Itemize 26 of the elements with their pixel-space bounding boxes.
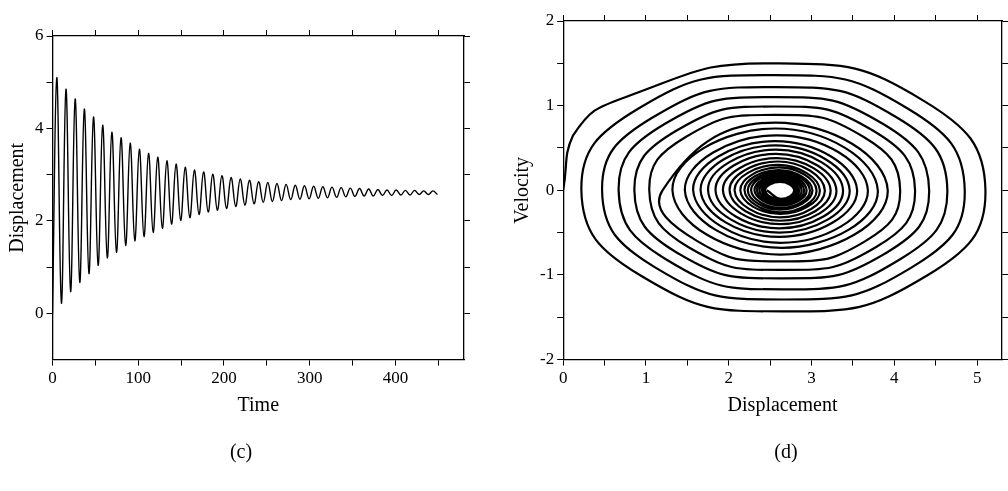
x-tick-label: 300 xyxy=(296,368,323,388)
y-axis-title: Velocity xyxy=(510,156,534,224)
x-tick-label: 1 xyxy=(641,368,651,388)
x-tick-label: 200 xyxy=(211,368,237,388)
x-tick-label: 2 xyxy=(724,368,734,388)
x-tick-label: 4 xyxy=(890,368,900,388)
x-tick-label: 400 xyxy=(382,368,409,388)
text: (c) xyxy=(228,440,254,463)
y-tick-label: 2 xyxy=(545,10,555,30)
y-tick-label: 1 xyxy=(545,95,555,115)
y-tick-label: 4 xyxy=(35,117,44,137)
y-tick-label: 0 xyxy=(545,179,555,199)
text: (d) xyxy=(773,440,799,463)
y-tick-label: 2 xyxy=(35,210,44,230)
y-axis-title: Displacement xyxy=(5,142,29,253)
x-tick-label: 0 xyxy=(48,368,57,388)
y-tick-label: -2 xyxy=(539,349,555,369)
x-tick-label: 0 xyxy=(558,368,568,388)
y-tick-label: -1 xyxy=(539,264,555,284)
y-tick-label: 6 xyxy=(35,25,44,45)
x-tick-label: 100 xyxy=(125,368,151,388)
x-axis-title: Time xyxy=(237,393,280,416)
x-tick-label: 5 xyxy=(972,368,982,388)
x-axis-title: Displacement xyxy=(727,393,838,417)
x-tick-label: 3 xyxy=(807,368,816,388)
y-tick-label: 0 xyxy=(35,302,44,322)
